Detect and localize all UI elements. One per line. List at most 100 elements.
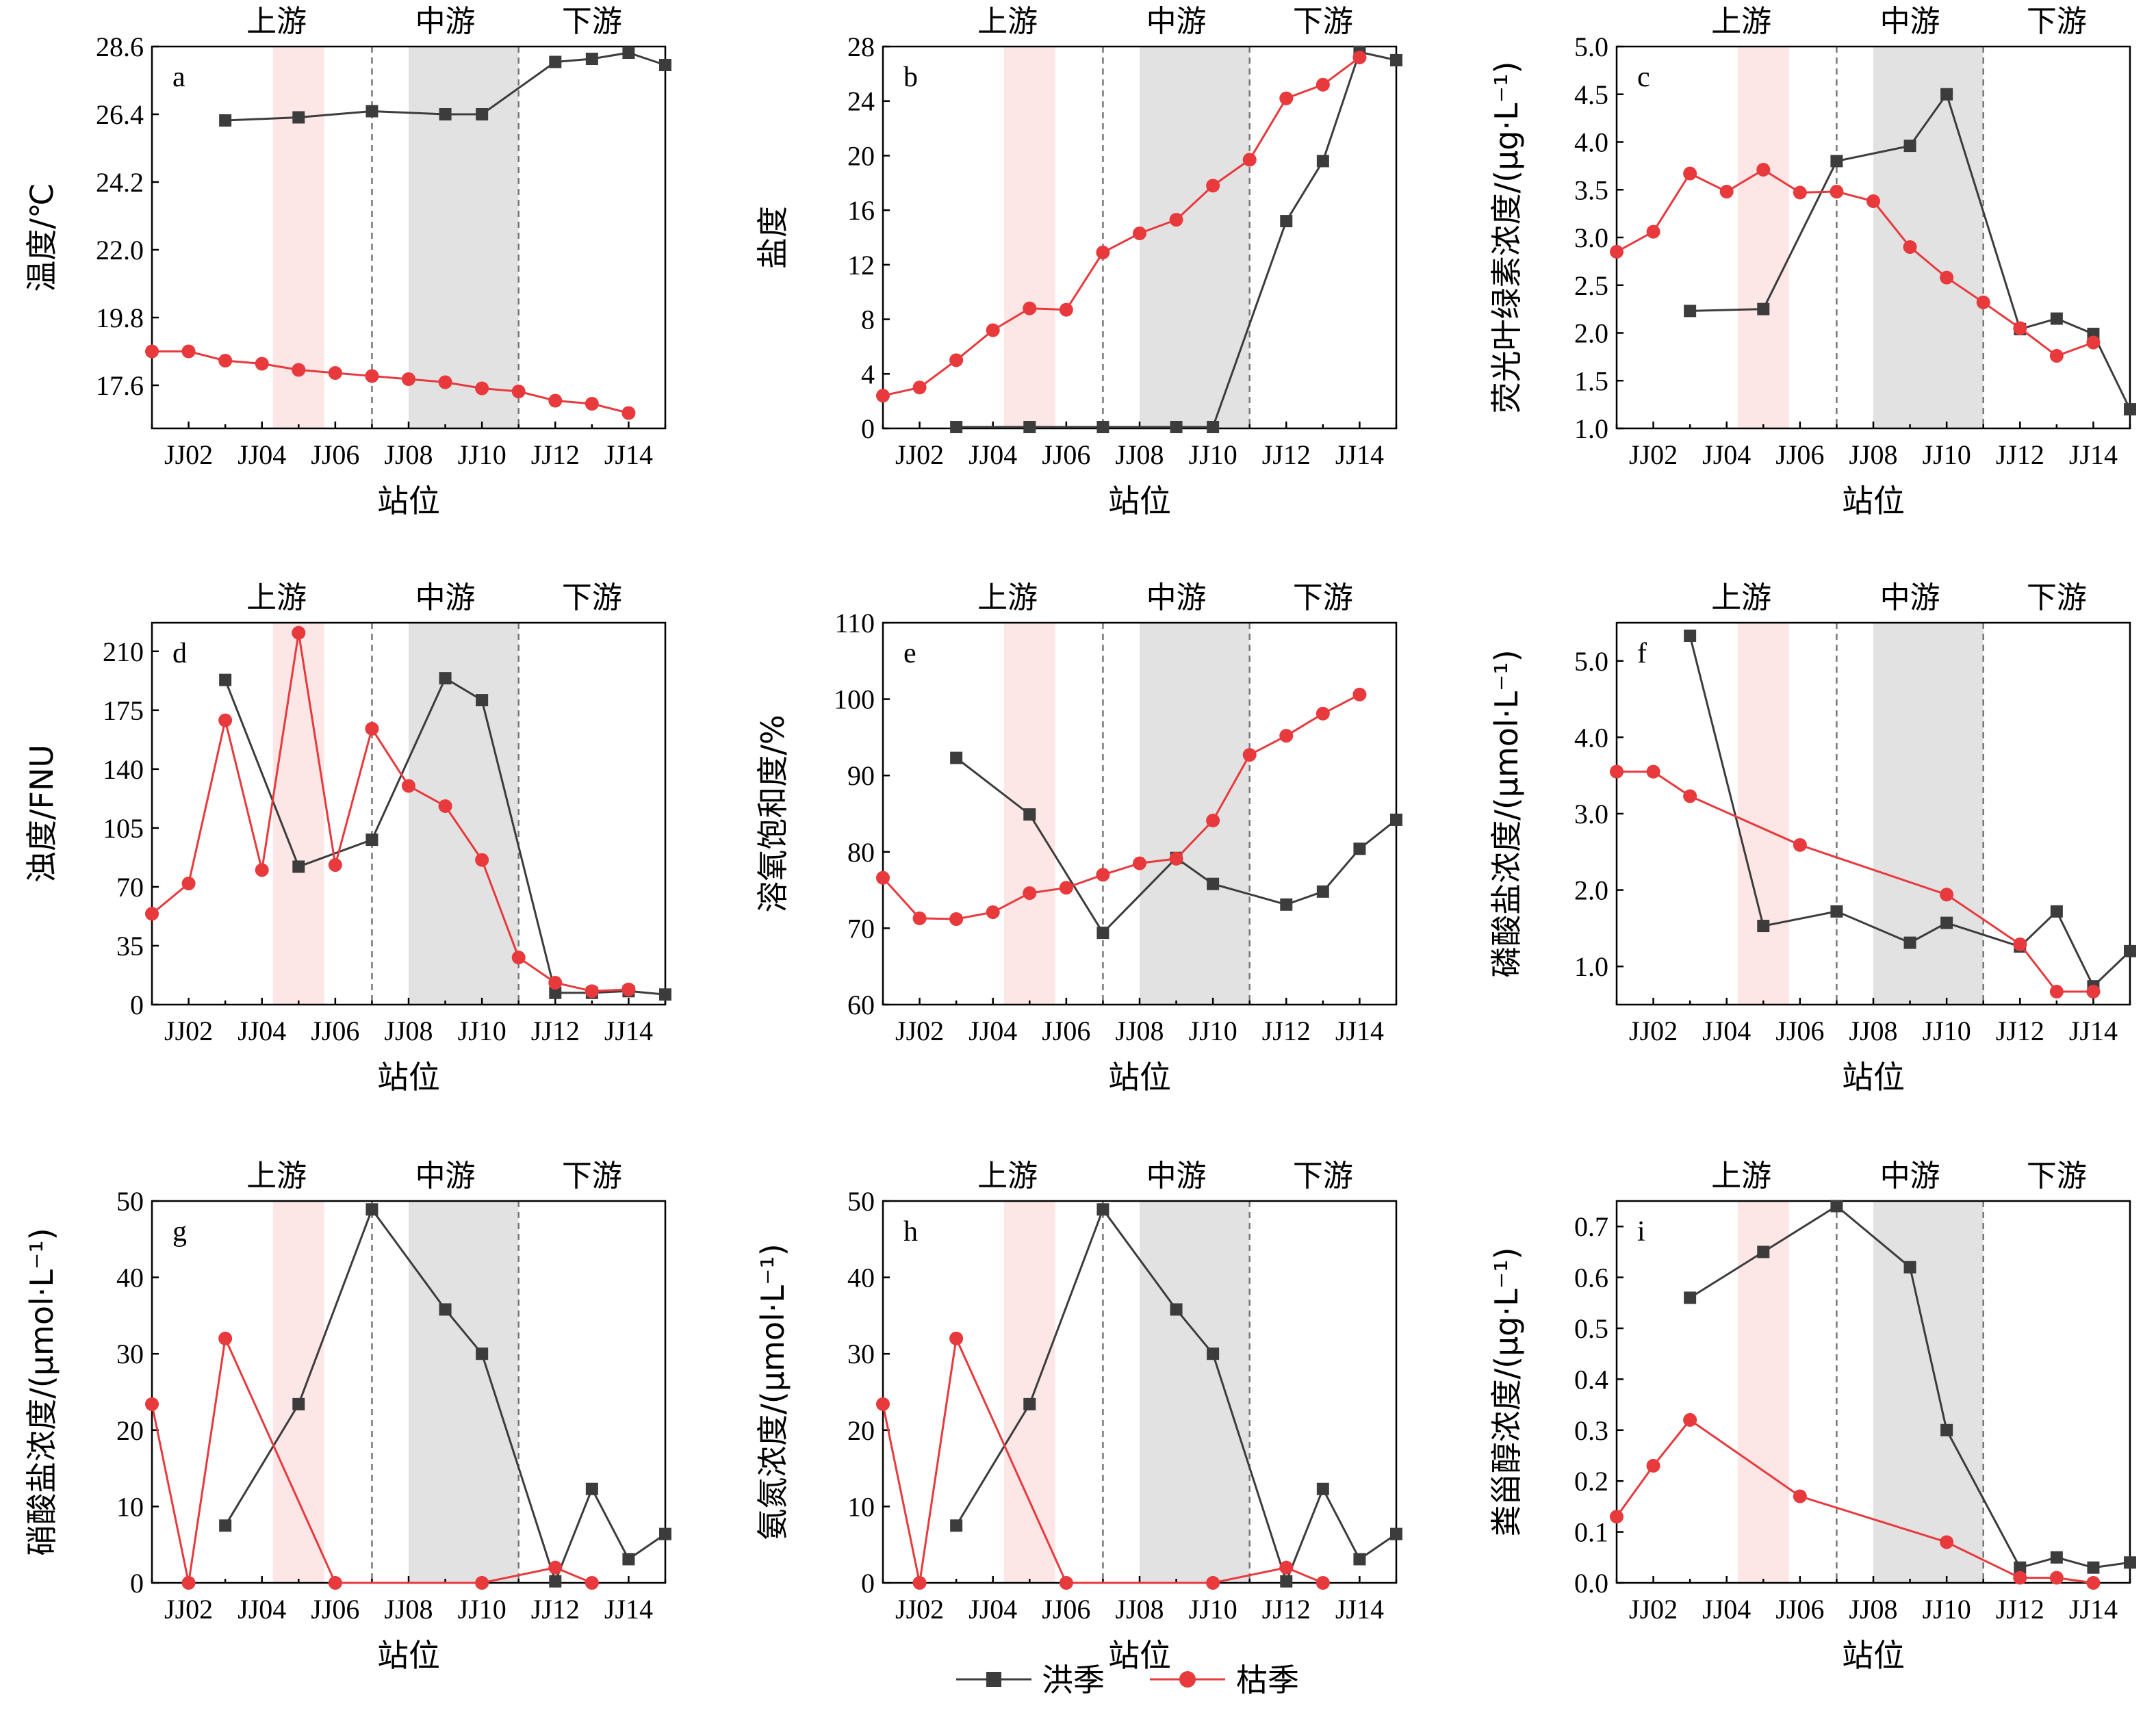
x-tick-label: JJ14 xyxy=(1335,439,1384,470)
series-dry xyxy=(145,1331,599,1590)
data-point-flood xyxy=(365,834,378,847)
region-label-midstream: 中游 xyxy=(415,1159,476,1193)
data-point-dry xyxy=(218,1331,233,1345)
data-point-flood xyxy=(219,114,232,127)
data-point-dry xyxy=(2086,335,2101,350)
data-point-dry xyxy=(328,1576,342,1590)
region-label-midstream: 中游 xyxy=(1880,4,1940,39)
region-label-downstream: 下游 xyxy=(2027,4,2087,39)
y-tick-label: 0.5 xyxy=(1574,1313,1608,1344)
x-axis-title: 站位 xyxy=(1842,482,1905,519)
x-axis-title: 站位 xyxy=(377,482,440,519)
data-point-dry xyxy=(585,984,599,998)
data-point-flood xyxy=(1903,1261,1916,1274)
data-point-flood xyxy=(950,421,963,434)
data-point-dry xyxy=(218,354,233,367)
region-label-upstream: 上游 xyxy=(246,1159,307,1193)
y-tick-label: 2.0 xyxy=(1574,875,1608,906)
data-point-dry xyxy=(949,353,964,367)
data-point-dry xyxy=(1023,301,1037,315)
upstream-shade xyxy=(1737,1201,1789,1583)
data-point-dry xyxy=(181,877,196,891)
x-tick-label: JJ02 xyxy=(1629,1016,1678,1046)
midstream-shade xyxy=(1140,623,1250,1005)
data-point-dry xyxy=(1279,729,1294,743)
data-point-flood xyxy=(219,1519,232,1532)
y-tick-label: 4.5 xyxy=(1574,79,1608,110)
data-point-dry xyxy=(1793,838,1807,852)
data-point-dry xyxy=(475,381,489,396)
data-point-dry xyxy=(438,799,452,813)
y-tick-label: 0.6 xyxy=(1574,1263,1608,1293)
series-dry xyxy=(145,625,636,998)
data-point-flood xyxy=(622,1553,635,1566)
data-point-flood xyxy=(439,1303,452,1316)
series-dry xyxy=(145,344,636,420)
data-point-dry xyxy=(1646,1458,1660,1473)
data-point-flood xyxy=(1757,302,1770,315)
midstream-shade xyxy=(409,1201,519,1583)
midstream-shade xyxy=(1873,623,1984,1005)
data-point-dry xyxy=(218,713,233,727)
x-tick-label: JJ06 xyxy=(311,1594,359,1625)
x-tick-label: JJ02 xyxy=(895,439,944,470)
data-point-flood xyxy=(1390,53,1402,66)
region-label-upstream: 上游 xyxy=(246,4,307,39)
y-tick-label: 3.5 xyxy=(1574,175,1608,205)
y-tick-label: 0 xyxy=(130,1568,144,1599)
y-tick-label: 4 xyxy=(861,359,875,389)
data-point-flood xyxy=(2124,944,2136,957)
panel-letter: b xyxy=(903,62,918,93)
x-tick-label: JJ04 xyxy=(238,1594,286,1625)
y-tick-label: 4.0 xyxy=(1574,722,1608,753)
data-point-dry xyxy=(145,344,159,359)
series-line-dry xyxy=(151,632,629,992)
x-tick-label: JJ08 xyxy=(1115,1016,1164,1046)
y-tick-label: 16 xyxy=(847,195,875,226)
x-tick-label: JJ14 xyxy=(604,1594,653,1625)
data-point-dry xyxy=(876,1397,890,1411)
data-point-flood xyxy=(1316,885,1329,898)
x-tick-label: JJ12 xyxy=(1262,439,1311,470)
data-point-dry xyxy=(1133,856,1146,870)
midstream-shade xyxy=(1873,47,1984,428)
panel-letter: e xyxy=(903,638,916,669)
data-point-flood xyxy=(585,53,598,65)
data-point-flood xyxy=(2124,403,2136,416)
y-tick-label: 0 xyxy=(861,1568,875,1599)
data-point-flood xyxy=(1023,1397,1036,1410)
y-tick-label: 0.7 xyxy=(1574,1211,1608,1242)
series-flood xyxy=(1684,88,2136,416)
data-point-flood xyxy=(585,1482,598,1495)
x-tick-label: JJ10 xyxy=(1189,1016,1237,1046)
y-tick-label: 0.1 xyxy=(1574,1517,1608,1548)
data-point-flood xyxy=(2050,312,2063,325)
region-label-downstream: 下游 xyxy=(1293,4,1353,39)
data-point-dry xyxy=(1169,851,1183,866)
data-point-flood xyxy=(476,1347,489,1360)
data-point-dry xyxy=(986,323,1000,337)
series-dry xyxy=(1610,162,2101,363)
data-point-dry xyxy=(1903,240,1917,254)
upstream-shade xyxy=(272,1201,324,1583)
x-tick-label: JJ10 xyxy=(458,1594,506,1625)
panel-letter: i xyxy=(1637,1216,1645,1248)
data-point-flood xyxy=(659,59,671,71)
data-point-dry xyxy=(2013,937,2027,951)
data-point-flood xyxy=(1280,898,1293,911)
panel-letter: f xyxy=(1637,638,1647,669)
panel-letter: g xyxy=(172,1216,187,1248)
series-line-dry xyxy=(882,693,1361,920)
data-point-flood xyxy=(1940,1423,1953,1436)
data-point-dry xyxy=(1279,1560,1294,1575)
series-flood xyxy=(950,45,1402,434)
data-point-dry xyxy=(1940,270,1954,285)
data-point-flood xyxy=(2124,1556,2136,1569)
data-point-flood xyxy=(1830,155,1843,168)
x-axis-title: 站位 xyxy=(377,1059,440,1096)
region-label-downstream: 下游 xyxy=(562,4,622,39)
x-tick-label: JJ06 xyxy=(1042,1016,1090,1046)
y-tick-label: 40 xyxy=(847,1263,875,1293)
data-point-dry xyxy=(1169,213,1183,227)
data-point-dry xyxy=(1683,166,1697,181)
